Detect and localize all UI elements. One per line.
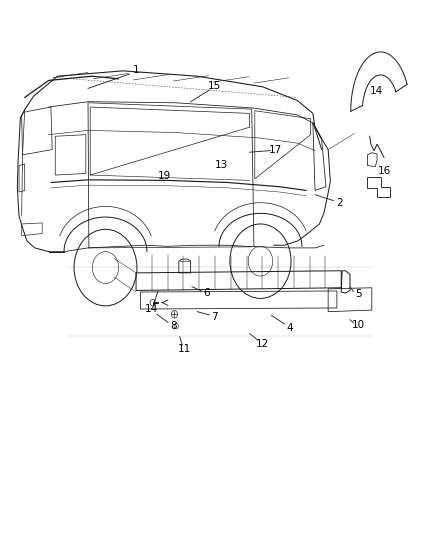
Text: 6: 6 [204, 288, 210, 298]
Text: 1: 1 [133, 65, 139, 75]
Text: 14: 14 [145, 304, 158, 314]
Text: 11: 11 [177, 344, 191, 354]
Text: 19: 19 [158, 171, 171, 181]
Text: 4: 4 [286, 322, 293, 333]
Text: 12: 12 [256, 338, 269, 349]
Text: 5: 5 [355, 289, 362, 299]
Text: 2: 2 [336, 198, 343, 208]
Text: 17: 17 [269, 144, 283, 155]
Text: 10: 10 [352, 320, 365, 330]
Text: 13: 13 [215, 160, 228, 171]
Text: 14: 14 [370, 86, 383, 96]
Text: 8: 8 [170, 321, 177, 331]
Text: 16: 16 [378, 166, 392, 176]
Text: 15: 15 [208, 81, 221, 91]
Text: 7: 7 [211, 312, 218, 322]
Circle shape [150, 300, 155, 306]
